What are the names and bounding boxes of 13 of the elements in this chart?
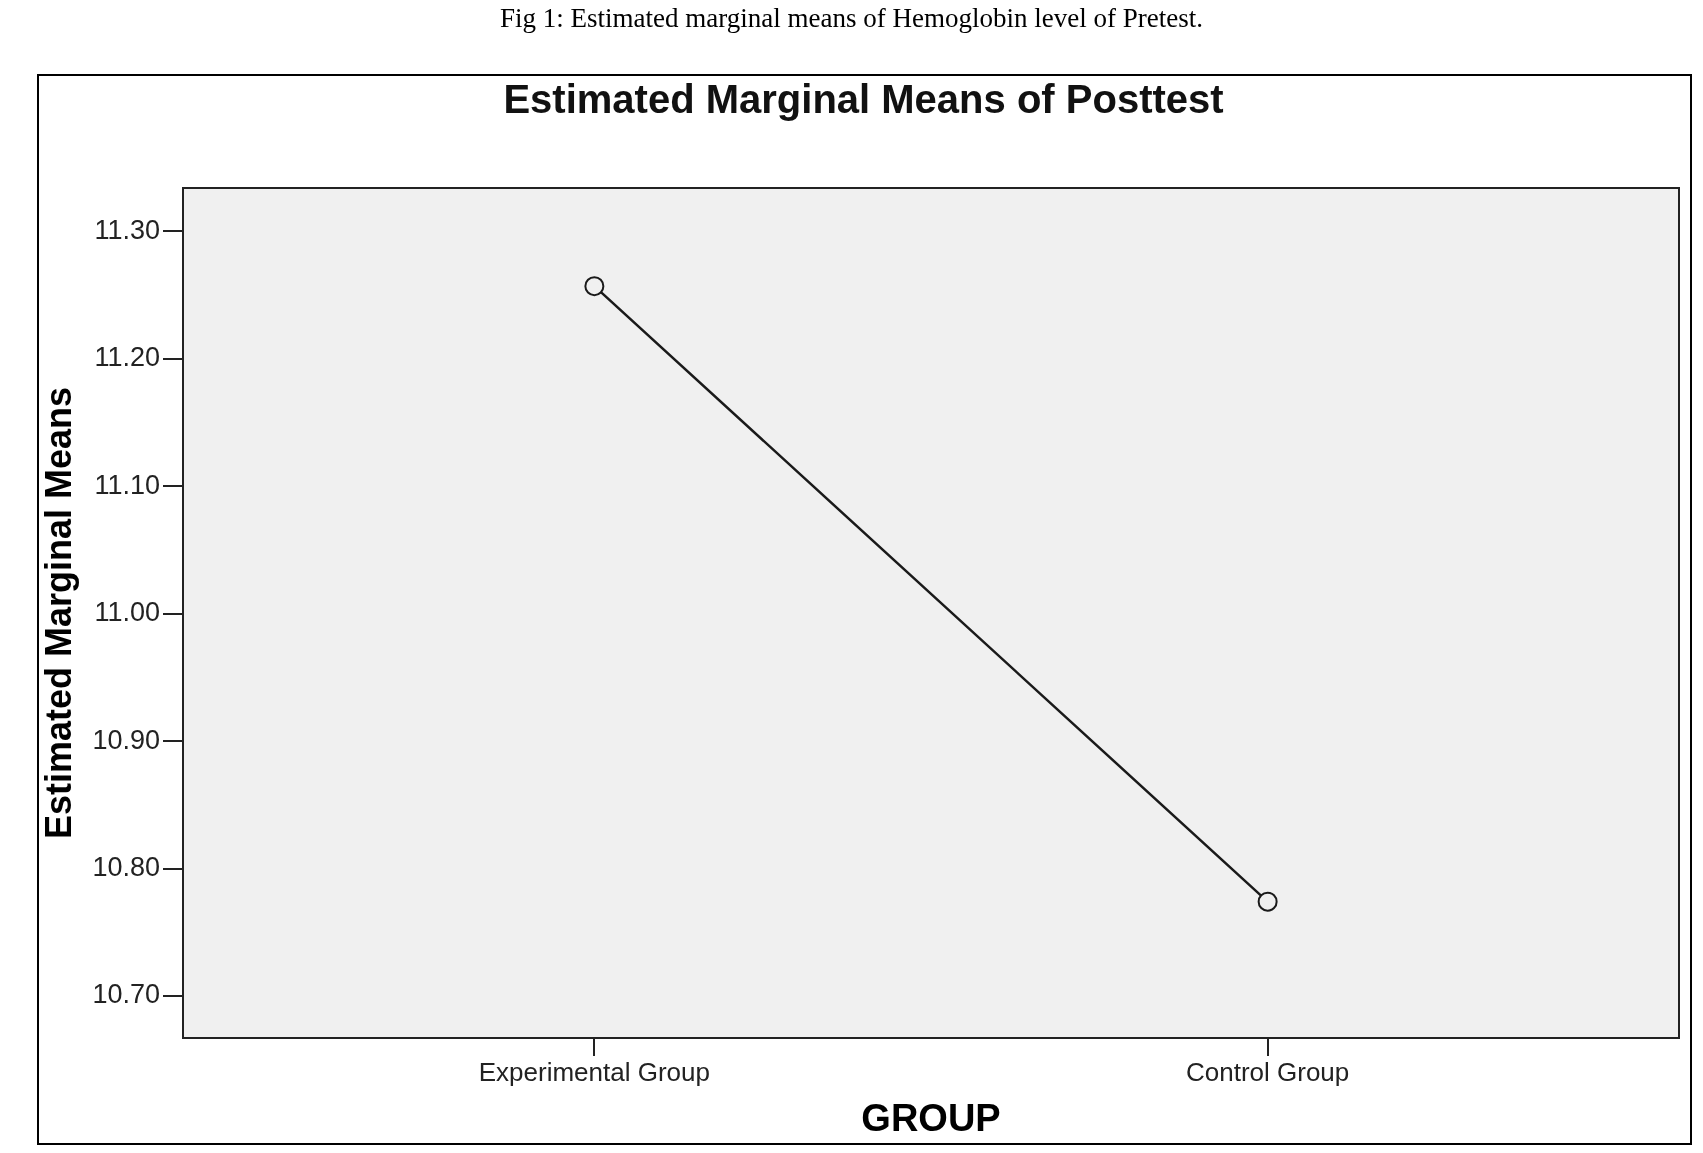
y-axis-title: Estimated Marginal Means <box>37 386 79 840</box>
y-tick-label: 10.90 <box>92 724 160 755</box>
y-tick-label: 10.70 <box>92 979 160 1010</box>
caption: Fig 1: Estimated marginal means of Hemoglobin level of Pretest. <box>499 2 1204 34</box>
x-axis-title: GROUP <box>861 1096 1001 1139</box>
x-tick-label: Control Group <box>1185 1056 1350 1087</box>
y-tick-label: 11.00 <box>94 597 160 628</box>
x-tick-label: Experimental Group <box>478 1056 710 1087</box>
y-tick-label: 11.20 <box>94 342 160 373</box>
y-tick-label: 11.30 <box>94 214 160 245</box>
y-tick-label: 11.10 <box>94 469 160 500</box>
y-tick-label: 10.80 <box>92 851 160 882</box>
chart-title: Estimated Marginal Means of Posttest <box>503 77 1224 122</box>
